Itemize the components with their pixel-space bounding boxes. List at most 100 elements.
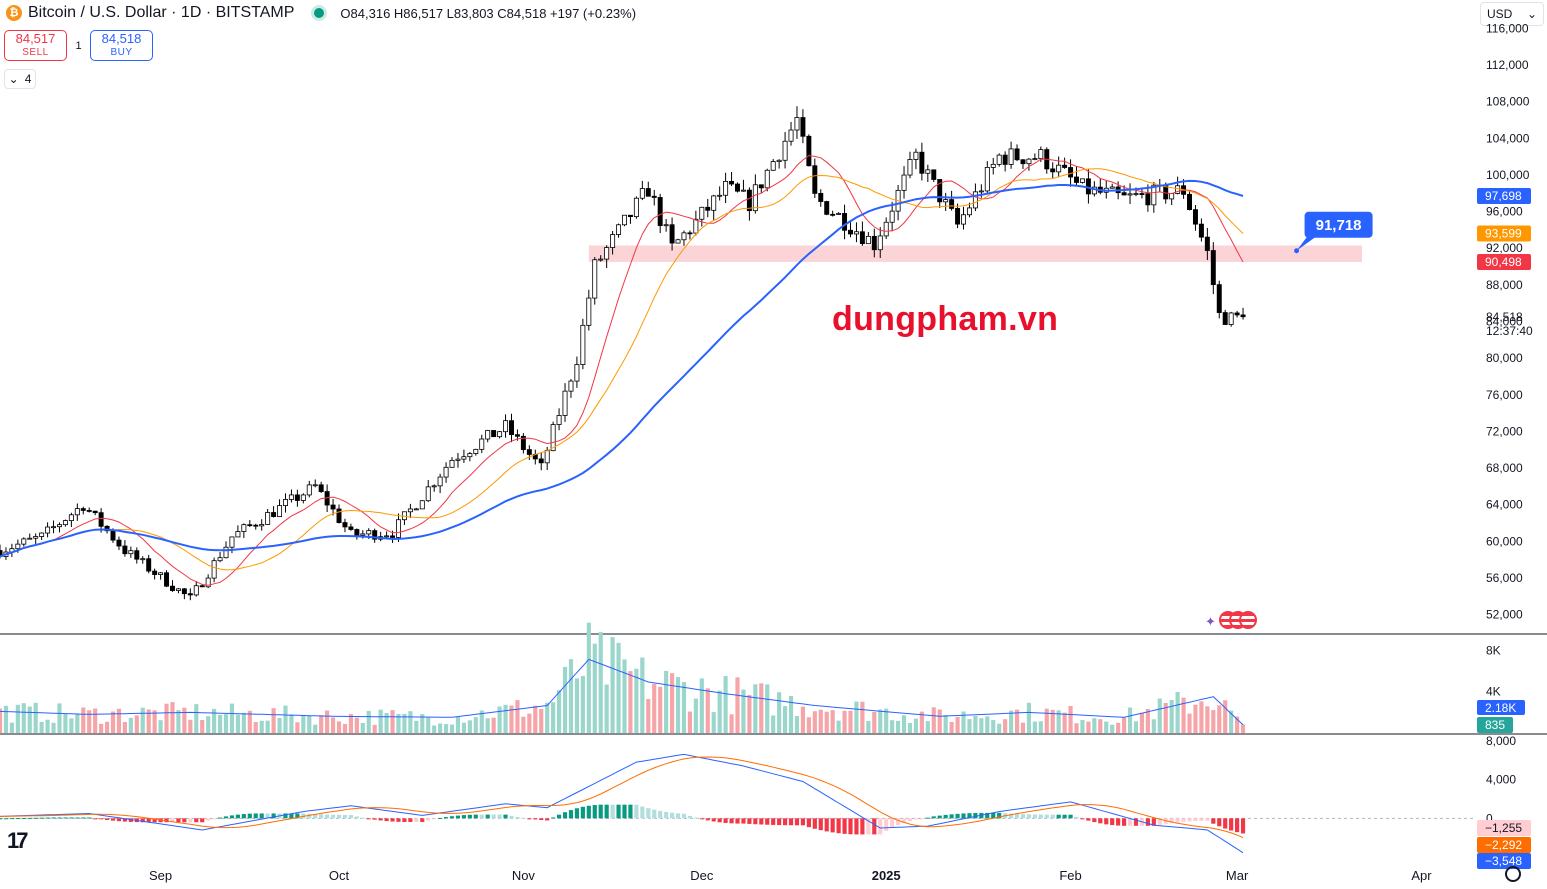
macd-histogram-bar (146, 818, 151, 823)
macd-tick-label: 0 (1486, 811, 1493, 825)
volume-bar (1199, 701, 1204, 733)
volume-bar (414, 720, 419, 733)
volume-bar (622, 659, 627, 733)
candle-body (550, 424, 556, 452)
macd-histogram-bar (1074, 816, 1079, 819)
macd-histogram-bar (1133, 818, 1139, 826)
macd-histogram-bar (39, 817, 44, 819)
macd-histogram-bar (235, 814, 240, 819)
candle-body (978, 190, 984, 193)
sell-button[interactable]: 84,517 SELL (4, 30, 67, 61)
candle-body (396, 519, 401, 538)
candle-body (520, 435, 526, 451)
volume-bar (1163, 703, 1168, 733)
volume-bar (1056, 710, 1061, 733)
macd-histogram-bar (384, 818, 389, 822)
volume-bar (348, 714, 353, 733)
macd-histogram-bar (1104, 818, 1109, 825)
volume-bar (449, 724, 455, 733)
candle-body (110, 530, 116, 541)
volume-bar (319, 715, 324, 733)
time-tick-label: 2025 (872, 868, 901, 883)
macd-histogram-bar (396, 818, 401, 822)
macd-histogram-bar (782, 818, 788, 826)
volume-bar (1068, 705, 1073, 733)
candle-body (1050, 168, 1056, 173)
buy-button[interactable]: 84,518 BUY (90, 30, 153, 61)
candle-body (1079, 178, 1085, 183)
volume-bar (99, 723, 104, 733)
candle-body (966, 207, 972, 216)
macd-histogram-bar (87, 817, 92, 819)
candle-body (853, 231, 859, 235)
indicators-toggle-button[interactable]: ⌄ 4 (4, 69, 36, 89)
tradingview-logo[interactable]: 17 (7, 828, 29, 853)
candle-body (354, 529, 360, 536)
candle-body (740, 189, 746, 192)
volume-bar (771, 715, 776, 733)
volume-bar (265, 720, 270, 733)
macd-histogram-bar (1026, 814, 1032, 819)
candle-body (1175, 185, 1181, 194)
candle-body (996, 154, 1002, 165)
volume-bar (765, 684, 770, 733)
volume-bar (997, 723, 1002, 733)
macd-histogram-bar (75, 817, 80, 819)
candle-body (990, 163, 996, 168)
ma-value-badge (1477, 188, 1531, 205)
macd-histogram-bar (313, 814, 318, 819)
macd-histogram-bar (842, 818, 847, 834)
volume-bar (806, 717, 811, 733)
macd-histogram-bar (818, 818, 823, 831)
candle-body (592, 259, 598, 299)
candle-body (848, 229, 853, 235)
volume-bar (1122, 717, 1127, 733)
gear-icon[interactable] (1505, 866, 1521, 882)
macd-histogram-bar (122, 818, 127, 822)
candle-body (1187, 193, 1192, 211)
volume-bar (396, 713, 401, 733)
candle-body (1056, 164, 1062, 173)
candle-body (972, 191, 978, 209)
candle-body (842, 213, 848, 231)
volume-bar (360, 722, 365, 733)
macd-histogram-bar (307, 813, 312, 819)
volume-bar (967, 719, 972, 733)
volume-bar (854, 701, 859, 733)
price-tick-label: 100,000 (1486, 168, 1530, 182)
candle-body (312, 484, 318, 487)
candle-body (419, 500, 425, 510)
macd-histogram-bar (675, 813, 681, 819)
volume-bar (705, 688, 710, 733)
volume-bar (527, 713, 532, 733)
volume-bar (1223, 700, 1228, 733)
macd-histogram-bar (622, 804, 627, 819)
candle-body (336, 508, 342, 523)
volume-bar (461, 722, 466, 733)
currency-select[interactable]: USD ⌄ (1480, 2, 1544, 26)
volume-bar (223, 714, 229, 733)
price-tick-label: 64,000 (1486, 498, 1523, 512)
volume-bar (45, 719, 50, 733)
macd-histogram-bar (253, 813, 258, 819)
macd-histogram-bar (521, 817, 526, 819)
symbol-title[interactable]: Bitcoin / U.S. Dollar · 1D · BITSTAMP (28, 4, 295, 21)
volume-bar (955, 716, 960, 733)
volume-bar (961, 711, 966, 733)
callout-box (1304, 211, 1373, 238)
volume-bar (271, 708, 276, 733)
volume-bar (15, 704, 20, 733)
volume-bar (116, 708, 122, 733)
volume-bar (479, 710, 484, 733)
candle-body (818, 192, 824, 202)
macd-histogram-bar (973, 812, 978, 819)
volume-bar (824, 711, 829, 733)
economic-events-icon[interactable]: ✦ (1205, 611, 1257, 631)
macd-value-label: −2,292 (1485, 838, 1522, 852)
volume-bar (896, 720, 901, 733)
market-status-icon[interactable] (314, 8, 325, 18)
volume-bar (949, 721, 954, 733)
candle-body (675, 239, 681, 244)
candle-body (1020, 159, 1026, 165)
